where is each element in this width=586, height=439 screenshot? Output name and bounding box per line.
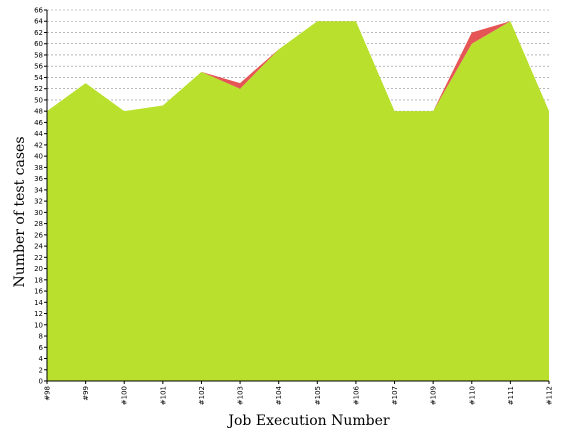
series-area <box>47 21 549 381</box>
y-tick-label: 4 <box>39 355 44 363</box>
x-tick-label: #102 <box>198 386 206 405</box>
x-tick-label: #98 <box>44 386 52 401</box>
y-tick-label: 22 <box>34 254 43 262</box>
y-tick-label: 28 <box>34 220 43 228</box>
y-tick-label: 36 <box>34 175 43 183</box>
y-tick-label: 0 <box>39 378 43 386</box>
y-tick-label: 16 <box>34 288 43 296</box>
y-tick-label: 32 <box>34 198 43 206</box>
x-tick-label: #106 <box>352 385 360 405</box>
y-tick-label: 34 <box>34 186 43 194</box>
y-axis-title: Number of test cases <box>12 136 28 287</box>
y-tick-label: 38 <box>34 164 43 172</box>
y-tick-label: 30 <box>34 209 43 217</box>
y-tick-label: 2 <box>39 366 43 374</box>
y-tick-label: 54 <box>34 74 43 82</box>
y-tick-label: 64 <box>34 18 43 26</box>
x-tick-label: #105 <box>314 386 322 405</box>
y-tick-label: 8 <box>39 333 43 341</box>
y-tick-label: 24 <box>34 243 43 251</box>
x-tick-label: #99 <box>82 386 90 401</box>
y-tick-label: 40 <box>34 153 43 161</box>
x-axis-title: Job Execution Number <box>226 413 389 429</box>
y-tick-label: 58 <box>34 51 43 59</box>
y-tick-label: 46 <box>34 119 43 127</box>
x-tick-label: #107 <box>391 386 399 405</box>
x-tick-label: #104 <box>275 385 283 405</box>
y-tick-label: 62 <box>34 29 43 37</box>
y-tick-label: 20 <box>34 265 43 273</box>
y-tick-label: 56 <box>34 63 43 71</box>
y-tick-labels: 0246810121416182022242628303234363840424… <box>34 7 47 386</box>
y-tick-label: 6 <box>39 344 44 352</box>
y-tick-label: 66 <box>34 7 43 15</box>
x-tick-label: #111 <box>507 386 515 405</box>
x-tick-labels: #98 #99 #100 #101 #102 #103 #104 #105 #106 #107 #1… <box>44 381 554 405</box>
x-tick-label: #101 <box>159 386 167 405</box>
y-tick-label: 48 <box>34 108 43 116</box>
x-tick-label: #103 <box>237 386 245 405</box>
y-tick-label: 26 <box>34 231 43 239</box>
y-tick-label: 52 <box>34 85 43 93</box>
y-tick-label: 14 <box>34 299 43 307</box>
y-tick-label: 50 <box>34 96 43 104</box>
chart-axes <box>46 10 549 382</box>
y-tick-label: 44 <box>34 130 43 138</box>
chart-areas <box>47 21 549 381</box>
y-tick-label: 18 <box>34 276 43 284</box>
y-tick-label: 12 <box>34 310 43 318</box>
x-tick-label: #109 <box>430 386 438 405</box>
y-tick-label: 42 <box>34 141 43 149</box>
x-tick-label: #110 <box>468 386 476 405</box>
x-tick-label: #112 <box>546 386 554 405</box>
y-tick-label: 10 <box>34 321 43 329</box>
x-tick-label: #100 <box>121 386 129 405</box>
y-tick-label: 60 <box>34 40 43 48</box>
